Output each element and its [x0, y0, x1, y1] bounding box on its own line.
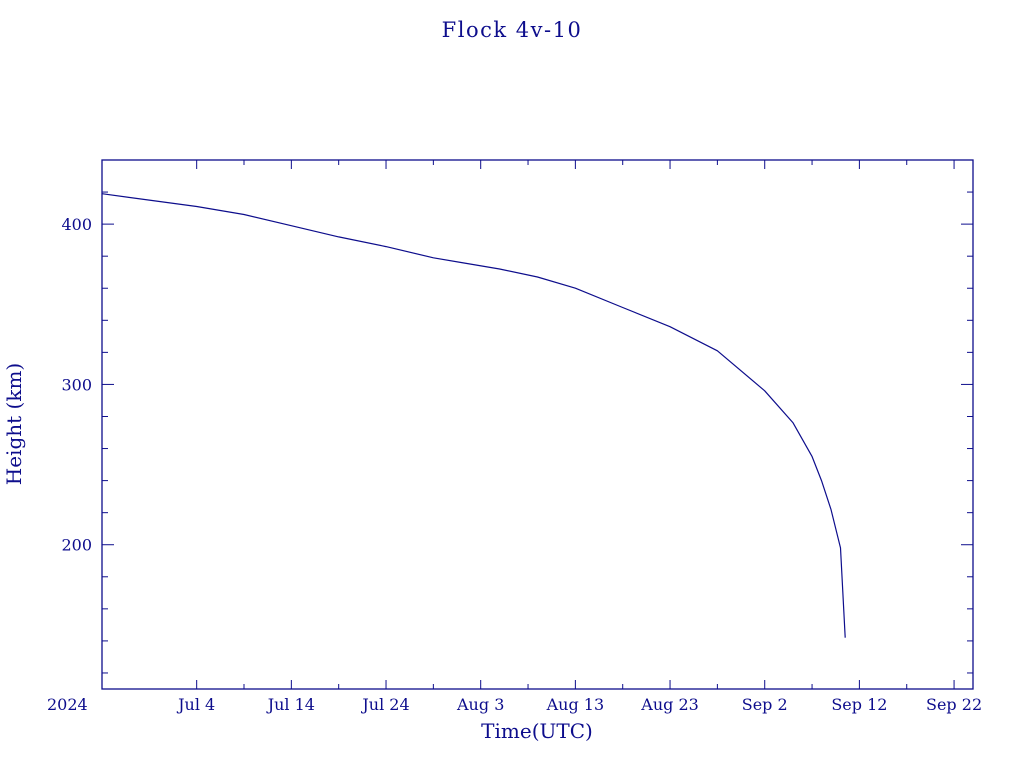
- height-series-line: [101, 193, 846, 638]
- series-layer: [101, 193, 846, 638]
- x-tick-label: Aug 3: [456, 695, 504, 714]
- x-tick-label: Sep 2: [742, 695, 788, 714]
- x-tick-label: Aug 23: [640, 695, 699, 714]
- plot-frame: [101, 159, 974, 690]
- x-tick-label: Aug 13: [546, 695, 605, 714]
- x-tick-label: Sep 22: [926, 695, 982, 714]
- x-axis-label: Time(UTC): [481, 719, 593, 743]
- chart-title: Flock 4v-10: [442, 18, 583, 42]
- x-tick-label: Jul 4: [176, 695, 215, 714]
- y-tick-label: 200: [61, 536, 92, 555]
- y-axis-label: Height (km): [2, 363, 26, 485]
- y-tick-label: 300: [61, 375, 92, 394]
- x-tick-label: Jul 14: [266, 695, 315, 714]
- tick-layer: Jul 4 Jul 14 Jul 24 Aug 3 Aug 13 Aug 23 Sep 2 S…: [61, 159, 982, 714]
- y-tick-label: 400: [61, 215, 92, 234]
- x-tick-label: Sep 12: [831, 695, 887, 714]
- x-tick-label: Jul 24: [360, 695, 409, 714]
- year-label: 2024: [47, 695, 88, 714]
